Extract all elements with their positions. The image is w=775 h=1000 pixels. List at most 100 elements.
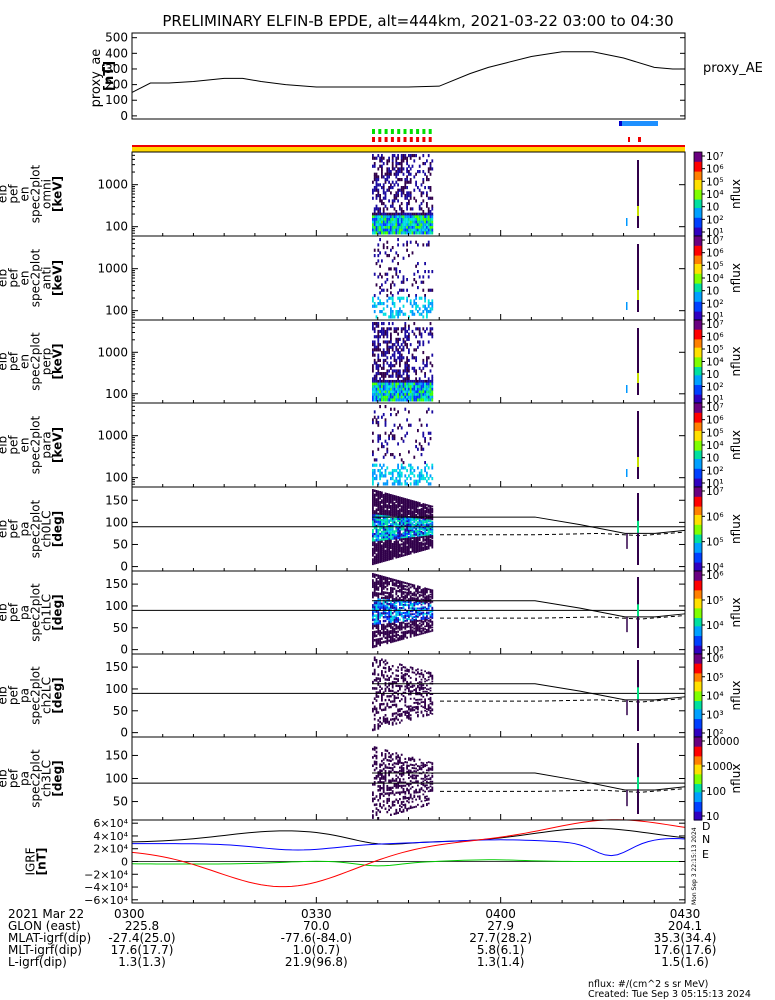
spectro-pixel [383,398,385,401]
spectro-pixel [431,207,433,210]
pa-pixel [404,685,406,687]
pa-pixel [431,617,433,619]
spectro-spike [637,411,639,479]
spectro-pixel [401,482,403,485]
spectrogram_para-ytick-label: 100 [105,471,128,485]
spectro-pixel [395,330,397,333]
spectro-pixel [422,434,424,437]
pa-pixel [419,703,421,705]
pa-pixel [374,769,376,772]
spectro-pixel [379,199,381,202]
pa-pixel [428,631,430,633]
pa-pixel [372,596,374,599]
pa-pixel [426,504,428,506]
pa-pixel [383,587,385,589]
pa-pixel [383,762,385,764]
pa-pixel [412,798,414,800]
pa-pixel [430,708,432,710]
pa-pixel [413,613,415,615]
spectro-pixel [388,297,390,300]
spectro-pixel [415,241,417,244]
spectrogram_omni-ylabel: elbpefenspec2plotomni[keV] [0,164,65,223]
pa-pixel [372,810,374,813]
spectro-pixel [390,231,392,234]
spectro-pixel [379,286,381,289]
spectro-pixel [421,313,423,316]
pa-pixel [421,701,423,703]
spectro-pixel [394,231,396,234]
spectro-pixel [431,159,433,162]
pa-pixel [395,722,397,724]
pa-pixel [385,637,387,639]
pa-pixel [426,769,428,771]
spectro-pixel [379,398,381,401]
spectro-pixel [415,307,417,310]
pa-pixel [374,777,376,780]
pa-pixel [401,632,403,634]
pa-pixel [403,798,405,800]
pa-pixel [417,775,419,777]
pa-pixel [406,632,408,634]
pa-pixel [383,616,385,618]
spectro-pixel [403,440,405,443]
pa-pixel [413,770,415,772]
spectro-pixel [419,297,421,300]
pa-pixel [424,603,426,605]
pa-pixel [381,787,383,789]
spectro-pixel [379,437,381,440]
pa_ch2LC-ylabel: elbpefpaspec2plotch2LC[deg] [0,666,65,725]
pa-pixel [372,664,374,667]
pa-pixel [392,753,394,755]
pa-pixel [401,543,403,545]
spectro-pixel [392,281,394,284]
pa-pixel [399,629,401,631]
pa-pixel [419,798,421,800]
spectro-pixel [399,178,401,181]
pa-pixel [408,785,410,787]
pa-pixel [376,661,378,664]
pa-pixel [379,497,381,499]
pa_ch0LC-ytick-label: 100 [105,515,128,529]
pa_ch3LC-ytick-label: 100 [105,772,128,786]
pa-pixel [399,585,401,587]
pa-pixel [421,524,423,526]
pa-pixel [413,625,415,627]
spectro-pixel [428,477,430,480]
spectro-pixel [379,335,381,338]
pa-pixel [419,673,421,675]
proxy-ae-yticks: 5004003002001000 [105,31,685,123]
pa-pixel [421,517,423,519]
spectro-pixel [401,178,403,181]
pa-pixel [422,632,424,634]
spectro-pixel [408,173,410,176]
pa-pixel [394,631,396,633]
pa-pixel [376,521,378,524]
pa-pixel [388,759,390,761]
pa-pixel [431,681,433,683]
pa-pixel [417,620,419,622]
pa-pixel [374,797,376,800]
spectro-pixel [404,466,406,469]
pa-pixel [383,804,385,806]
pa-pixel [426,695,428,697]
pa_ch2LC-ytick-label: 50 [113,704,128,718]
spectro-pixel [395,273,397,276]
spectro-pixel [394,257,396,260]
pa-pixel [383,791,385,793]
pa-pixel [431,547,433,549]
spectro-pixel [401,297,403,300]
spectro-pixel [397,231,399,234]
spectro-pixel [392,302,394,305]
spectro-pixel [381,416,383,419]
pa-pixel [392,584,394,586]
spectro-pixel [428,270,430,273]
pa-pixel [372,748,374,751]
spectro-pixel [372,482,374,485]
spectro-pixel [403,281,405,284]
pa-pixel [401,803,403,805]
spectro-pixel [376,231,378,234]
pa-pixel [404,797,406,799]
pa-pixel [395,627,397,629]
pa-pixel [403,778,405,780]
proxy-ae-ylabel-line2: [nT] [102,61,117,91]
